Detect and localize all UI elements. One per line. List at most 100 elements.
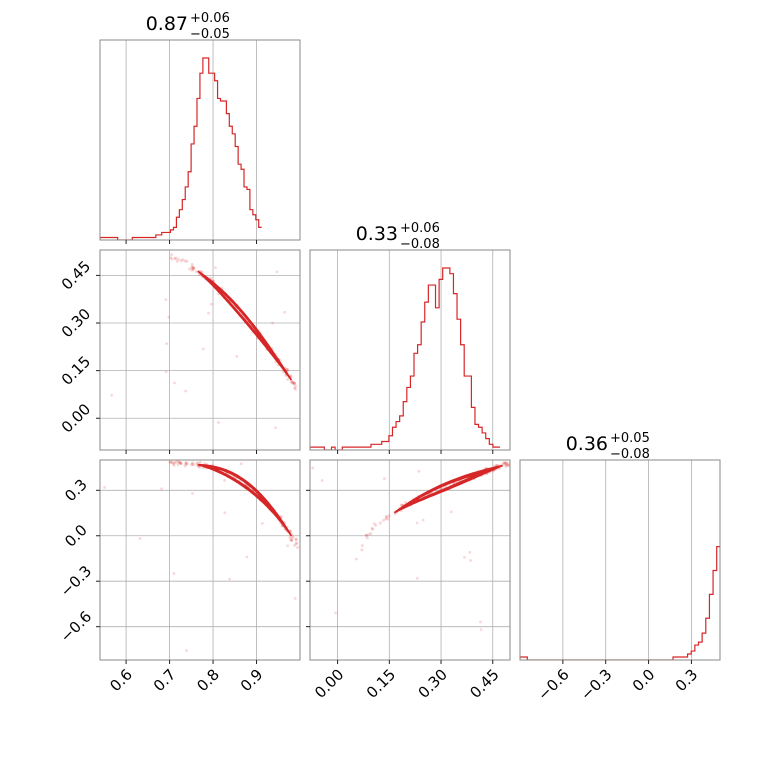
sample-point (421, 518, 425, 522)
panel-title-upper: +0.06 (190, 11, 230, 26)
sample-point (415, 521, 419, 525)
sample-point (285, 368, 289, 372)
sample-point (502, 461, 506, 465)
panel-title-lower: −0.05 (190, 27, 230, 42)
sample-point (223, 479, 226, 482)
contour-line (205, 465, 279, 518)
x-tick-label: 0.00 (311, 666, 347, 702)
x-tick-label: −0.3 (577, 666, 615, 704)
x-tick-label: 0.45 (466, 666, 502, 702)
sample-point (370, 526, 374, 530)
sample-point (183, 259, 187, 263)
y-tick-label: 0.45 (58, 257, 94, 293)
sample-point (192, 463, 196, 467)
sample-point (334, 611, 337, 615)
sample-point (504, 461, 508, 465)
sample-point (174, 256, 178, 260)
sample-point (292, 382, 296, 386)
sample-point (505, 463, 509, 467)
sample-point (295, 541, 299, 545)
sample-point (296, 546, 300, 550)
sample-point (387, 514, 391, 518)
sample-point (294, 537, 298, 541)
panel-title-lower: −0.08 (400, 237, 440, 252)
sample-point (173, 257, 177, 261)
sample-point (468, 551, 472, 554)
sample-point (286, 544, 290, 548)
lower-3-2-panel: 0.00 0.15 0.30 0.45 (306, 459, 511, 702)
contour-line (202, 464, 284, 524)
sample-point (367, 532, 371, 536)
lower-2-1-panel: 0.00 0.15 0.30 0.45 (58, 249, 301, 454)
sample-point (294, 384, 298, 388)
sample-point (504, 464, 508, 468)
sample-point (507, 463, 510, 467)
sample-point (169, 460, 173, 464)
panel-frame (99, 39, 301, 241)
contour-line (207, 278, 275, 356)
x-tick-label: 0.0 (629, 666, 659, 696)
sample-point (214, 266, 217, 270)
sample-point (185, 649, 188, 652)
sample-point (169, 256, 173, 260)
sample-point (288, 536, 292, 540)
sample-point (369, 532, 373, 536)
sample-point (190, 263, 194, 267)
sample-point (320, 479, 324, 482)
sample-point (190, 462, 194, 466)
sample-point (479, 628, 483, 631)
sample-point (378, 521, 382, 525)
sample-point (364, 533, 368, 537)
sample-point (173, 460, 177, 464)
panel-title-upper: +0.06 (400, 221, 440, 236)
sample-point (371, 527, 375, 531)
sample-point (192, 266, 196, 270)
sample-point (290, 538, 294, 542)
sample-point (293, 386, 297, 390)
sample-point (503, 461, 507, 465)
sample-point (290, 536, 294, 540)
sample-point (286, 377, 290, 381)
sample-point (245, 555, 249, 559)
sample-point (290, 380, 294, 384)
sample-point (294, 542, 298, 546)
sample-point (198, 460, 202, 464)
diag-1-content (100, 57, 262, 240)
sample-point (289, 538, 293, 542)
sample-point (207, 311, 210, 315)
sample-point (190, 463, 194, 467)
lower-3-1-content (103, 460, 300, 652)
sample-point (235, 355, 239, 358)
sample-point (175, 259, 179, 263)
sample-point (384, 515, 388, 519)
sample-point (170, 257, 174, 261)
sample-point (504, 461, 508, 465)
sample-point (177, 460, 181, 464)
sample-point (364, 533, 368, 537)
diag-2-panel: 0.33 +0.06−0.08 (309, 221, 511, 454)
sample-point (171, 461, 175, 465)
sample-point (201, 347, 205, 351)
sample-point (285, 367, 289, 371)
y-tick-label: 0.0 (61, 521, 91, 551)
sample-point (165, 342, 168, 346)
sample-point (223, 511, 227, 515)
sample-point (184, 461, 188, 465)
sample-point (271, 321, 275, 325)
sample-point (138, 537, 142, 540)
sample-point (286, 369, 290, 373)
x-tick-label: 0.15 (363, 666, 399, 702)
lower-3-1-panel: 0.6 0.7 0.8 0.9 −0.6 −0.3 0.0 0.3 (57, 459, 301, 696)
y-tick-label: 0.00 (58, 400, 94, 436)
sample-point (291, 381, 295, 385)
y-tick-label: −0.6 (57, 607, 95, 645)
panel-title-value: 0.36 (566, 433, 608, 455)
sample-point (190, 268, 194, 272)
sample-point (181, 258, 185, 262)
x-tick-label: 0.7 (150, 666, 180, 696)
sample-point (179, 461, 183, 465)
x-tick-label: 0.3 (672, 666, 702, 696)
diag-3-panel: 0.36 +0.05−0.08 −0.6 −0.3 0.0 0.3 (519, 431, 721, 704)
sample-point (168, 460, 172, 464)
